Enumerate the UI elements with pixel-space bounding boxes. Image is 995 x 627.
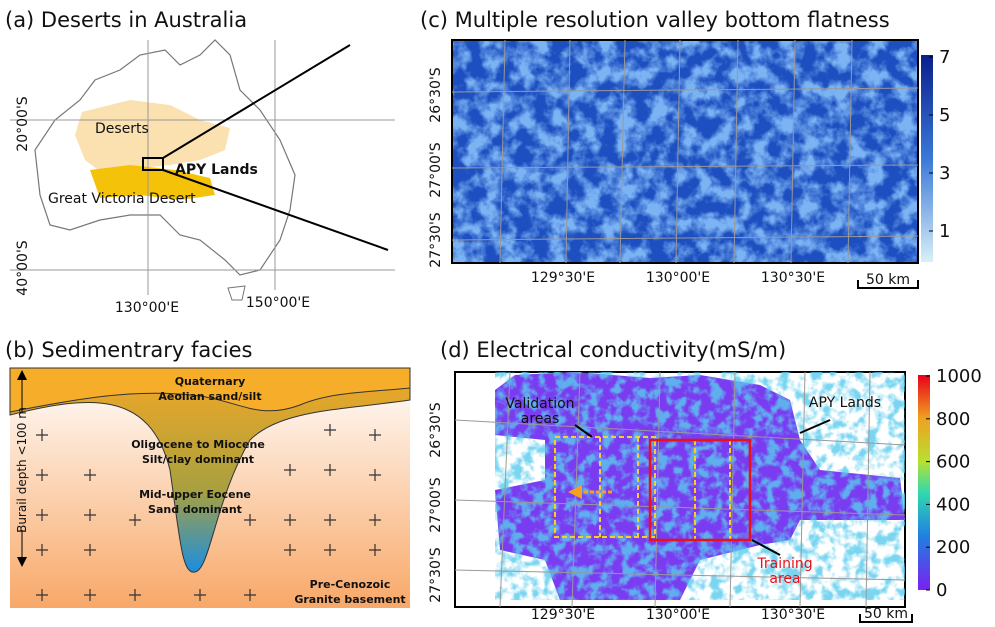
figure: (a) Deserts in Australia Deserts APY Lan… bbox=[0, 0, 995, 627]
lat-label: 40°00'S bbox=[15, 240, 31, 295]
colorbar-label: 7 bbox=[939, 47, 950, 68]
tasmania bbox=[228, 286, 245, 300]
colorbar-label: 0 bbox=[936, 580, 947, 601]
colorbar bbox=[918, 375, 930, 590]
lat-label: 26°30'S bbox=[428, 402, 444, 457]
colorbar-label: 1000 bbox=[936, 366, 982, 387]
panel-title: (b) Sedimentrary facies bbox=[5, 338, 252, 362]
lat-label: 27°00'S bbox=[428, 142, 444, 197]
label: Great Victoria Desert bbox=[48, 191, 196, 207]
panel-title: (d) Electrical conductivity(mS/m) bbox=[440, 338, 786, 362]
layer-label: Oligocene to Miocene bbox=[131, 438, 265, 451]
layer-label: Aeolian sand/silt bbox=[158, 390, 261, 403]
scale-label: 50 km bbox=[866, 272, 910, 288]
lat-label: 26°30'S bbox=[428, 67, 444, 122]
colorbar-label: 200 bbox=[936, 537, 970, 558]
colorbar-label: 1 bbox=[939, 221, 950, 242]
scale-label: 50 km bbox=[864, 606, 908, 622]
layer-label: Sand dominant bbox=[148, 503, 242, 516]
colorbar-label: 3 bbox=[939, 163, 950, 184]
lon-label: 129°30'E bbox=[531, 270, 595, 286]
lon-label: 150°00'E bbox=[246, 295, 310, 311]
lon-label: 129°30'E bbox=[531, 607, 595, 623]
lat-label: 27°00'S bbox=[428, 477, 444, 532]
label: Deserts bbox=[95, 121, 149, 137]
label: APY Lands bbox=[809, 395, 881, 411]
panel-title: (a) Deserts in Australia bbox=[5, 8, 247, 32]
lon-label: 130°00'E bbox=[115, 300, 179, 316]
layer-label: Silt/clay dominant bbox=[142, 453, 254, 466]
colorbar-label: 400 bbox=[936, 494, 970, 515]
layer-label: Granite basement bbox=[294, 593, 405, 606]
depth-label: Burail depth <100 m bbox=[15, 407, 29, 533]
colorbar-label: 800 bbox=[936, 409, 970, 430]
layer-label: Mid-upper Eocene bbox=[139, 488, 251, 501]
lon-label: 130°30'E bbox=[761, 270, 825, 286]
page: {"panel_a":{"title":"(a) Deserts in Aust… bbox=[0, 0, 995, 627]
lat-label: 20°00'S bbox=[15, 96, 31, 151]
lon-label: 130°00'E bbox=[646, 607, 710, 623]
lon-label: 130°00'E bbox=[646, 270, 710, 286]
layer-label: Quaternary bbox=[175, 375, 246, 388]
layer-label: Pre-Cenozoic bbox=[310, 578, 391, 591]
lat-label: 27°30'S bbox=[428, 547, 444, 602]
label: APY Lands bbox=[175, 162, 258, 178]
panel-title: (c) Multiple resolution valley bottom fl… bbox=[420, 8, 890, 32]
lon-label: 130°30'E bbox=[761, 607, 825, 623]
colorbar-label: 5 bbox=[939, 105, 950, 126]
colorbar-label: 600 bbox=[936, 452, 970, 473]
lat-label: 27°30'S bbox=[428, 212, 444, 267]
